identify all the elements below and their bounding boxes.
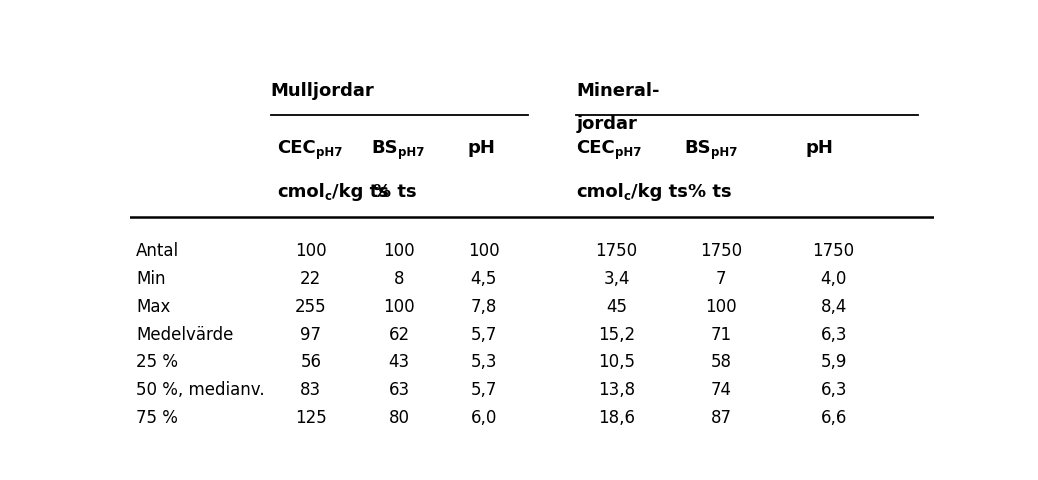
Text: 25 %: 25 % xyxy=(136,353,179,372)
Text: 43: 43 xyxy=(388,353,410,372)
Text: pH: pH xyxy=(805,139,834,157)
Text: CEC: CEC xyxy=(576,139,614,157)
Text: pH7: pH7 xyxy=(398,145,425,158)
Text: pH7: pH7 xyxy=(614,145,641,158)
Text: 125: 125 xyxy=(295,408,327,427)
Text: BS: BS xyxy=(685,139,711,157)
Text: % ts: % ts xyxy=(373,183,416,201)
Text: 8: 8 xyxy=(394,270,405,288)
Text: 100: 100 xyxy=(383,242,415,261)
Text: 6,0: 6,0 xyxy=(470,408,497,427)
Text: c: c xyxy=(624,190,631,203)
Text: CEC: CEC xyxy=(277,139,316,157)
Text: Max: Max xyxy=(136,298,170,316)
Text: Mulljordar: Mulljordar xyxy=(271,82,375,100)
Text: 5,9: 5,9 xyxy=(820,353,847,372)
Text: 8,4: 8,4 xyxy=(820,298,847,316)
Text: 10,5: 10,5 xyxy=(598,353,635,372)
Text: 5,7: 5,7 xyxy=(470,325,497,344)
Text: 22: 22 xyxy=(300,270,322,288)
Text: jordar: jordar xyxy=(576,115,637,133)
Text: Medelvärde: Medelvärde xyxy=(136,325,234,344)
Text: 1750: 1750 xyxy=(596,242,637,261)
Text: 97: 97 xyxy=(300,325,321,344)
Text: /kg ts: /kg ts xyxy=(631,183,688,201)
Text: Mineral-: Mineral- xyxy=(576,82,660,100)
Text: 7,8: 7,8 xyxy=(470,298,497,316)
Text: 62: 62 xyxy=(388,325,410,344)
Text: 100: 100 xyxy=(468,242,499,261)
Text: 5,3: 5,3 xyxy=(470,353,497,372)
Text: 6,3: 6,3 xyxy=(820,325,847,344)
Text: 255: 255 xyxy=(295,298,327,316)
Text: 6,3: 6,3 xyxy=(820,381,847,399)
Text: 71: 71 xyxy=(710,325,732,344)
Text: /kg ts: /kg ts xyxy=(332,183,388,201)
Text: 80: 80 xyxy=(389,408,410,427)
Text: BS: BS xyxy=(372,139,398,157)
Text: 56: 56 xyxy=(300,353,321,372)
Text: 83: 83 xyxy=(300,381,322,399)
Text: 4,5: 4,5 xyxy=(470,270,497,288)
Text: 100: 100 xyxy=(295,242,327,261)
Text: 13,8: 13,8 xyxy=(598,381,635,399)
Text: Min: Min xyxy=(136,270,166,288)
Text: 50 %, medianv.: 50 %, medianv. xyxy=(136,381,265,399)
Text: 1750: 1750 xyxy=(813,242,854,261)
Text: c: c xyxy=(325,190,332,203)
Text: pH7: pH7 xyxy=(316,145,343,158)
Text: 7: 7 xyxy=(716,270,727,288)
Text: 87: 87 xyxy=(711,408,732,427)
Text: 1750: 1750 xyxy=(700,242,742,261)
Text: 74: 74 xyxy=(711,381,732,399)
Text: cmol: cmol xyxy=(576,183,624,201)
Text: cmol: cmol xyxy=(277,183,325,201)
Text: 100: 100 xyxy=(383,298,415,316)
Text: 6,6: 6,6 xyxy=(820,408,847,427)
Text: 45: 45 xyxy=(606,298,627,316)
Text: 58: 58 xyxy=(711,353,732,372)
Text: pH: pH xyxy=(467,139,495,157)
Text: 75 %: 75 % xyxy=(136,408,179,427)
Text: 63: 63 xyxy=(388,381,410,399)
Text: 100: 100 xyxy=(705,298,737,316)
Text: 4,0: 4,0 xyxy=(820,270,847,288)
Text: 3,4: 3,4 xyxy=(603,270,630,288)
Text: 5,7: 5,7 xyxy=(470,381,497,399)
Text: 15,2: 15,2 xyxy=(598,325,635,344)
Text: 18,6: 18,6 xyxy=(598,408,635,427)
Text: % ts: % ts xyxy=(688,183,732,201)
Text: Antal: Antal xyxy=(136,242,180,261)
Text: pH7: pH7 xyxy=(711,145,738,158)
